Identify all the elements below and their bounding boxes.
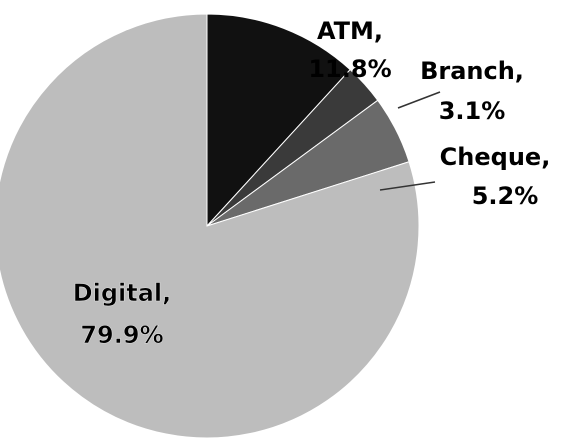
- slice-value-label: 79.9%: [80, 321, 163, 349]
- slice-label: Branch,: [420, 57, 524, 85]
- slice-label: Digital,: [73, 279, 172, 307]
- pie-slice: [206, 13, 351, 228]
- slice-label: Cheque,: [440, 143, 551, 171]
- slice-value-label: 3.1%: [439, 97, 506, 125]
- slice-value-label: 5.2%: [472, 182, 539, 210]
- leader-line: [379, 181, 436, 191]
- slice-value-label: 11.8%: [308, 55, 391, 83]
- slice-label: ATM,: [317, 17, 383, 45]
- leader-line: [397, 91, 441, 109]
- pie-slice: [0, 13, 420, 439]
